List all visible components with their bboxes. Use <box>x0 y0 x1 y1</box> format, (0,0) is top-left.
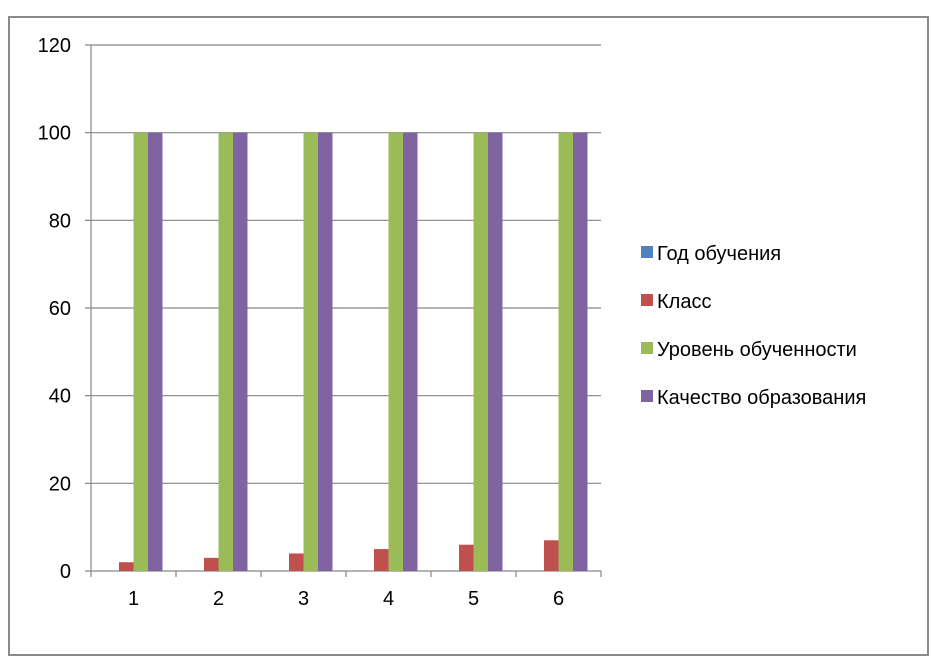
legend-swatch <box>641 342 653 354</box>
bars <box>119 132 588 571</box>
axes: 0 20 40 60 80 100 120 1 2 3 4 5 6 <box>38 35 602 610</box>
bar-3-5 <box>473 132 488 571</box>
bar-4-2 <box>233 132 248 571</box>
bar-2-6 <box>544 540 559 571</box>
x-tick-label: 4 <box>383 588 394 610</box>
legend: Год обучения Класс Уровень обученности Каче… <box>641 243 866 409</box>
y-tick-label: 100 <box>38 123 71 145</box>
bar-4-6 <box>573 132 588 571</box>
y-tick-label: 80 <box>49 210 71 232</box>
legend-swatch <box>641 390 653 402</box>
x-tick-label: 3 <box>298 588 309 610</box>
bar-3-1 <box>133 132 148 571</box>
bar-3-6 <box>558 132 573 571</box>
y-tick-label: 20 <box>49 473 71 495</box>
legend-swatch <box>641 246 653 258</box>
y-tick-label: 40 <box>49 386 71 408</box>
bar-2-4 <box>374 549 389 571</box>
bar-2-3 <box>289 553 304 571</box>
bar-chart: 0 20 40 60 80 100 120 1 2 3 4 5 6 Год обучения Класс У… <box>38 35 867 610</box>
bar-3-2 <box>218 132 233 571</box>
bar-4-5 <box>488 132 503 571</box>
bar-3-4 <box>388 132 403 571</box>
bar-4-1 <box>148 132 163 571</box>
legend-label: Качество образования <box>657 387 866 409</box>
legend-label: Год обучения <box>657 243 781 265</box>
y-tick-label: 0 <box>60 561 71 583</box>
bar-4-3 <box>318 132 333 571</box>
legend-swatch <box>641 294 653 306</box>
y-tick-label: 120 <box>38 35 71 57</box>
x-tick-label: 5 <box>468 588 479 610</box>
x-tick-label: 6 <box>553 588 564 610</box>
bar-2-1 <box>119 562 134 571</box>
gridlines <box>91 44 601 484</box>
y-tick-label: 60 <box>49 298 71 320</box>
legend-label: Класс <box>657 291 711 313</box>
x-tick-label: 2 <box>213 588 224 610</box>
x-tick-label: 1 <box>128 588 139 610</box>
bar-2-5 <box>459 544 474 571</box>
legend-label: Уровень обученности <box>657 339 857 361</box>
bar-4-4 <box>403 132 418 571</box>
bar-2-2 <box>204 557 219 571</box>
bar-3-3 <box>303 132 318 571</box>
